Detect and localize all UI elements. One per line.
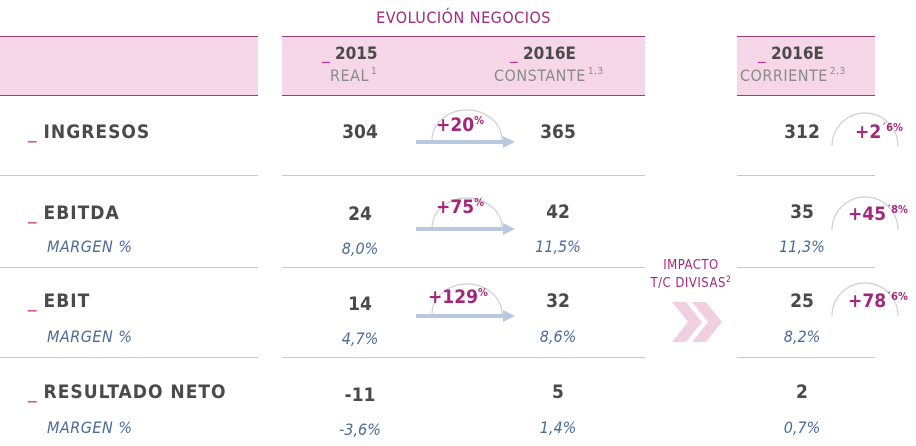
growth-const-ingresos: +20% bbox=[436, 114, 485, 136]
row-label-resultado-neto: _ RESULTADO NETO bbox=[28, 381, 227, 403]
margin-2015-ebitda: 8,0% bbox=[341, 239, 379, 258]
row-label-ebitda: _ EBITDA bbox=[28, 202, 120, 224]
header-band-current bbox=[737, 36, 875, 96]
impact-fx-label: IMPACTO T/C DIVISAS2 bbox=[636, 258, 746, 291]
margin-label-ebit: MARGEN % bbox=[47, 327, 133, 346]
col-2015-year: _ 2015 bbox=[322, 44, 378, 64]
row-separator bbox=[737, 175, 875, 176]
value-2016c-ebit: 32 bbox=[546, 290, 570, 312]
col-2016c-year: _ 2016E bbox=[510, 44, 577, 64]
growth-arc-icon bbox=[831, 282, 899, 317]
value-2015-resultado-neto: -11 bbox=[344, 384, 376, 406]
margin-2016r-resultado-neto: 0,7% bbox=[783, 418, 821, 437]
value-2015-ebitda: 24 bbox=[348, 203, 372, 225]
header-band-label bbox=[0, 36, 258, 96]
value-2015-ingresos: 304 bbox=[342, 121, 378, 143]
margin-2016c-resultado-neto: 1,4% bbox=[539, 418, 577, 437]
row-separator bbox=[0, 357, 258, 358]
margin-2015-ebit: 4,7% bbox=[341, 329, 379, 348]
row-label-ebit: _ EBIT bbox=[28, 290, 91, 312]
margin-2016c-ebit: 8,6% bbox=[539, 327, 577, 346]
margin-2015-resultado-neto: -3,6% bbox=[339, 420, 381, 439]
row-label-ingresos: _ INGRESOS bbox=[28, 121, 151, 143]
row-separator bbox=[282, 267, 645, 268]
row-separator bbox=[282, 357, 645, 358]
col-2016r-sub: CORRIENTE 2,3 bbox=[740, 66, 846, 85]
col-2016c-sub: CONSTANTE 1,3 bbox=[494, 66, 604, 85]
growth-arc-icon bbox=[831, 112, 899, 147]
value-2016c-ebitda: 42 bbox=[546, 201, 570, 223]
growth-const-ebit: +129% bbox=[428, 286, 488, 308]
row-separator bbox=[737, 357, 875, 358]
header-band-constant bbox=[282, 36, 645, 96]
col-2015-sub: REAL 1 bbox=[330, 66, 378, 85]
margin-label-resultado-neto: MARGEN % bbox=[47, 418, 133, 437]
growth-arrow-icon bbox=[416, 109, 515, 148]
value-2016c-resultado-neto: 5 bbox=[552, 381, 564, 403]
section-title: EVOLUCIÓN NEGOCIOS bbox=[376, 8, 551, 27]
impact-line2: T/C DIVISAS2 bbox=[650, 275, 732, 291]
margin-label-ebitda: MARGEN % bbox=[47, 237, 133, 256]
value-2016r-ingresos: 312 bbox=[784, 121, 820, 143]
row-separator bbox=[0, 267, 258, 268]
growth-curr-ingresos: +2´6% bbox=[855, 121, 903, 143]
row-separator bbox=[0, 175, 258, 176]
growth-arrow-icon bbox=[416, 283, 515, 322]
value-2016c-ingresos: 365 bbox=[540, 121, 576, 143]
value-2015-ebit: 14 bbox=[348, 293, 372, 315]
value-2016r-resultado-neto: 2 bbox=[796, 381, 808, 403]
margin-2016c-ebitda: 11,5% bbox=[535, 237, 581, 256]
growth-arrow-icon bbox=[416, 197, 515, 235]
margin-2016r-ebit: 8,2% bbox=[783, 327, 821, 346]
row-separator bbox=[737, 267, 875, 268]
growth-curr-ebitda: +45´8% bbox=[848, 203, 908, 225]
value-2016r-ebitda: 35 bbox=[790, 201, 814, 223]
col-2016r-year: _ 2016E bbox=[758, 44, 825, 64]
row-separator bbox=[282, 175, 645, 176]
growth-curr-ebit: +78´6% bbox=[848, 290, 908, 312]
impact-line1: IMPACTO bbox=[663, 258, 719, 273]
growth-arc-icon bbox=[831, 196, 899, 231]
value-2016r-ebit: 25 bbox=[790, 290, 814, 312]
growth-const-ebitda: +75% bbox=[436, 196, 485, 218]
margin-2016r-ebitda: 11,3% bbox=[779, 237, 825, 256]
chevron-right-icon bbox=[672, 302, 722, 342]
